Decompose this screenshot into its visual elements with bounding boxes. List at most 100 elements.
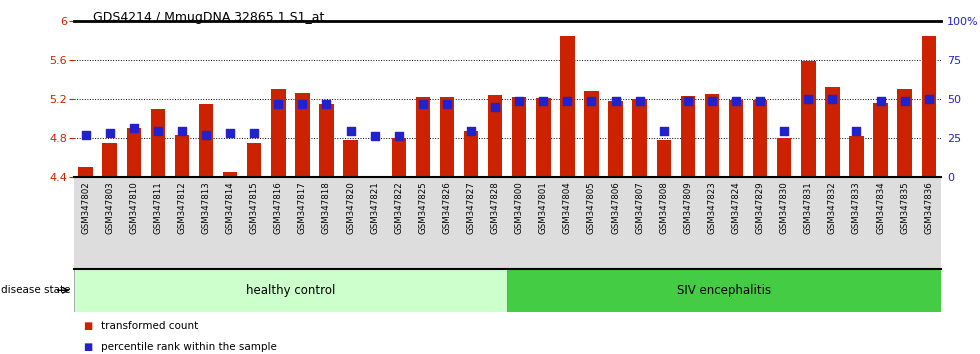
Bar — [74, 269, 508, 312]
Point — [704, 98, 719, 104]
Point — [367, 133, 382, 139]
Bar — [174, 135, 189, 177]
Text: GSM347836: GSM347836 — [924, 182, 933, 234]
Text: GSM347826: GSM347826 — [442, 182, 452, 234]
Text: GSM347815: GSM347815 — [250, 182, 259, 234]
Bar — [392, 138, 406, 177]
Point — [318, 101, 334, 107]
Bar — [561, 36, 574, 177]
Text: GDS4214 / MmugDNA.32865.1.S1_at: GDS4214 / MmugDNA.32865.1.S1_at — [93, 11, 324, 24]
Point — [343, 129, 359, 134]
Text: healthy control: healthy control — [246, 284, 335, 297]
Text: GSM347827: GSM347827 — [466, 182, 475, 234]
Bar — [440, 97, 454, 177]
Bar — [753, 100, 767, 177]
Point — [125, 125, 141, 131]
Point — [391, 133, 407, 139]
Bar — [199, 104, 214, 177]
Text: GSM347801: GSM347801 — [539, 182, 548, 234]
Bar — [295, 93, 310, 177]
Point — [198, 132, 214, 138]
Text: ■: ■ — [83, 321, 92, 331]
Text: GSM347820: GSM347820 — [346, 182, 355, 234]
Point — [270, 101, 286, 107]
Bar — [319, 104, 333, 177]
Text: GSM347812: GSM347812 — [177, 182, 186, 234]
Point — [464, 129, 479, 134]
Bar — [536, 98, 551, 177]
Point — [295, 101, 311, 107]
Text: GSM347825: GSM347825 — [418, 182, 427, 234]
Text: GSM347813: GSM347813 — [202, 182, 211, 234]
Text: disease state: disease state — [1, 285, 71, 295]
Text: GSM347822: GSM347822 — [394, 182, 403, 234]
Point — [656, 129, 671, 134]
Point — [102, 130, 118, 136]
Point — [728, 98, 744, 104]
Bar — [102, 143, 117, 177]
Point — [849, 129, 864, 134]
Text: GSM347808: GSM347808 — [660, 182, 668, 234]
Text: percentile rank within the sample: percentile rank within the sample — [101, 342, 276, 352]
Point — [512, 98, 527, 104]
Bar — [729, 100, 743, 177]
Bar — [247, 143, 262, 177]
Bar — [898, 90, 912, 177]
Point — [608, 98, 623, 104]
Text: GSM347802: GSM347802 — [81, 182, 90, 234]
Point — [873, 98, 889, 104]
Point — [897, 98, 912, 104]
Point — [222, 130, 238, 136]
Text: GSM347807: GSM347807 — [635, 182, 644, 234]
Text: GSM347806: GSM347806 — [612, 182, 620, 234]
Bar — [705, 94, 719, 177]
Bar — [416, 97, 430, 177]
Text: GSM347817: GSM347817 — [298, 182, 307, 234]
Bar — [657, 140, 671, 177]
Bar — [825, 87, 840, 177]
Bar — [512, 97, 526, 177]
Point — [174, 129, 190, 134]
Bar — [222, 172, 237, 177]
Bar — [508, 269, 941, 312]
Text: ■: ■ — [83, 342, 92, 352]
Bar — [680, 96, 695, 177]
Text: GSM347834: GSM347834 — [876, 182, 885, 234]
Bar — [921, 36, 936, 177]
Point — [487, 104, 503, 110]
Bar — [584, 91, 599, 177]
Text: GSM347821: GSM347821 — [370, 182, 379, 234]
Text: GSM347805: GSM347805 — [587, 182, 596, 234]
Point — [753, 98, 768, 104]
Text: GSM347835: GSM347835 — [901, 182, 909, 234]
Text: GSM347809: GSM347809 — [683, 182, 692, 234]
Text: GSM347830: GSM347830 — [780, 182, 789, 234]
Bar — [464, 131, 478, 177]
Text: GSM347814: GSM347814 — [225, 182, 234, 234]
Point — [560, 98, 575, 104]
Bar — [151, 109, 165, 177]
Point — [584, 98, 600, 104]
Text: GSM347832: GSM347832 — [828, 182, 837, 234]
Text: GSM347803: GSM347803 — [105, 182, 114, 234]
Text: GSM347829: GSM347829 — [756, 182, 764, 234]
Text: GSM347824: GSM347824 — [731, 182, 741, 234]
Bar — [873, 103, 888, 177]
Bar — [801, 61, 815, 177]
Point — [776, 129, 792, 134]
Point — [415, 101, 430, 107]
Text: GSM347828: GSM347828 — [491, 182, 500, 234]
Point — [77, 132, 93, 138]
Text: GSM347816: GSM347816 — [273, 182, 283, 234]
Point — [246, 130, 262, 136]
Bar — [609, 101, 623, 177]
Bar — [777, 138, 792, 177]
Point — [632, 98, 648, 104]
Text: GSM347833: GSM347833 — [852, 182, 861, 234]
Bar — [632, 99, 647, 177]
Text: SIV encephalitis: SIV encephalitis — [677, 284, 771, 297]
Text: GSM347800: GSM347800 — [514, 182, 523, 234]
Point — [824, 96, 840, 102]
Point — [801, 96, 816, 102]
Bar — [78, 167, 93, 177]
